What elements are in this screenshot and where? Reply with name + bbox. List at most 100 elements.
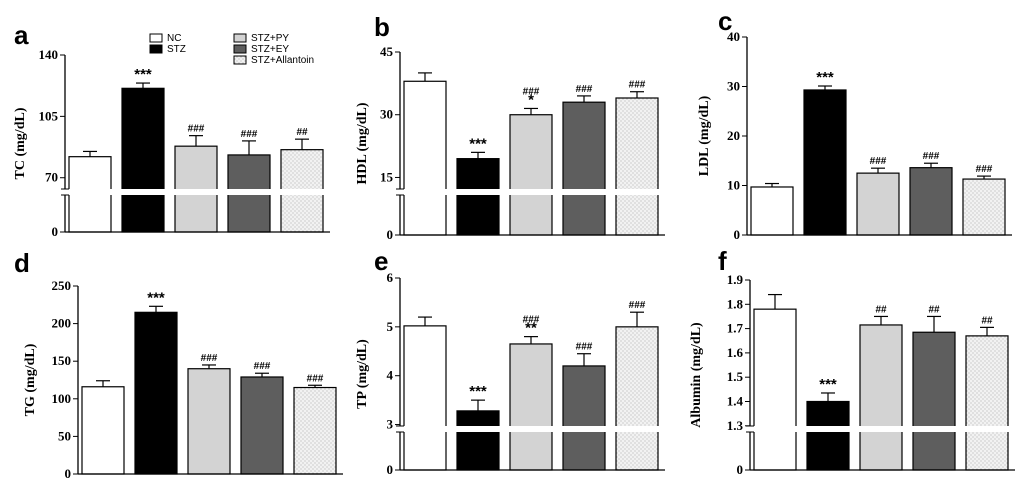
y-tick-label: 0 [387,462,394,477]
significance-label: ### [976,164,993,175]
bar-stz-py [856,172,900,236]
bar-nc [403,80,447,236]
significance-label: *** [469,135,487,152]
bar-stz [806,400,850,471]
significance-label: ### [629,300,646,311]
y-tick-label: 15 [380,169,394,184]
y-tick-label: 10 [727,178,740,193]
y-tick-label: 30 [380,107,393,122]
axis-break [61,189,334,195]
panel-d: d TG (mg/dL) *** ### ### ### 0 50 100 150 200 250 [14,248,343,481]
y-tick-label: 250 [52,278,72,293]
bar-stz-allantoin [962,178,1006,236]
legend-swatch-nc [149,33,163,43]
y-tick-label: 0 [734,227,741,242]
significance-label: ### [870,156,887,167]
significance-label: ### [923,151,940,162]
bar-stz-allantoin [615,97,659,236]
bar-stz-ey [912,331,956,471]
y-tick-label: 20 [727,128,740,143]
y-tick-label: 45 [380,44,394,59]
panel-letter: b [374,12,390,42]
y-tick-label: 1.9 [727,272,744,287]
bar-nc [753,308,797,471]
y-tick-label: 200 [52,316,72,331]
panel-letter: d [14,248,30,278]
panel-c: c LDL (mg/dL) *** ### ### ### 0 10 20 30 40 [697,6,1012,242]
bar-stz-py [509,343,553,471]
bar-stz-ey [562,365,606,471]
significance-label: ** [525,320,537,337]
y-tick-label: 1.7 [727,321,744,336]
y-tick-label: 1.3 [727,418,744,433]
significance-label: ### [254,361,271,372]
y-axis-label: TP (mg/dL) [355,339,370,409]
y-tick-label: 30 [727,79,740,94]
significance-label: ### [629,80,646,91]
y-tick-label: 0 [52,224,59,239]
y-axis-label: TG (mg/dL) [23,343,38,416]
significance-label: *** [469,383,487,400]
y-tick-label: 70 [45,170,58,185]
panel-letter: e [374,246,388,276]
significance-label: ### [201,353,218,364]
bar-stz-ey [562,101,606,236]
significance-label: *** [134,66,152,83]
y-tick-label: 1.8 [727,296,744,311]
significance-label: ### [576,84,593,95]
bar-nc [750,186,794,236]
legend-label: STZ+EY [251,44,289,55]
axis-break [746,426,1019,432]
legend-swatch-stz [149,44,163,54]
bar-stz-allantoin [615,326,659,471]
legend-label: STZ+PY [251,33,289,44]
significance-label: ### [188,124,205,135]
bar-stz-py [859,324,903,471]
significance-label: *** [147,289,165,306]
significance-label: ### [307,373,324,384]
significance-label: *** [819,376,837,393]
significance-label: ### [576,342,593,353]
y-tick-label: 50 [58,428,71,443]
y-tick-label: 0 [65,466,72,481]
bar-stz [456,158,500,236]
bar-stz [456,410,500,471]
significance-label: ### [523,86,540,97]
legend-label: STZ+Allantoin [251,55,314,66]
y-tick-label: 100 [52,391,72,406]
significance-label: * [528,91,534,108]
axis-break [396,426,669,432]
significance-label: *** [816,69,834,86]
panel-f: f Albumin (mg/dL) *** ## ## ## 1.3 1.4 1.5 1.6 1.7… [689,246,1019,477]
y-axis-label: HDL (mg/dL) [355,102,370,184]
legend-label: STZ [167,44,186,55]
y-tick-label: 1.6 [727,345,744,360]
axis-break [396,189,669,195]
bar-stz-allantoin [293,386,337,475]
legend-swatch-stz-py [233,33,247,43]
significance-label: ## [928,304,940,315]
y-axis-label: LDL (mg/dL) [697,95,712,176]
bar-nc [81,386,125,475]
y-tick-label: 3 [387,417,394,432]
y-axis-label: TC (mg/dL) [13,107,28,179]
panel-letter: f [718,246,727,276]
bar-stz-py [187,368,231,475]
bar-stz [121,87,165,233]
bar-stz-ey [909,167,953,236]
y-tick-label: 6 [387,270,394,285]
y-tick-label: 1.5 [727,369,744,384]
legend-swatch-stz-ey [233,44,247,54]
significance-label: ### [523,315,540,326]
y-tick-label: 4 [387,368,394,383]
legend-swatch-stz-allantoin [233,55,247,65]
bar-stz-ey [240,376,284,475]
legend-label: NC [167,33,181,44]
significance-label: ### [241,129,258,140]
panel-letter: a [14,20,29,50]
panel-letter: c [718,6,732,36]
